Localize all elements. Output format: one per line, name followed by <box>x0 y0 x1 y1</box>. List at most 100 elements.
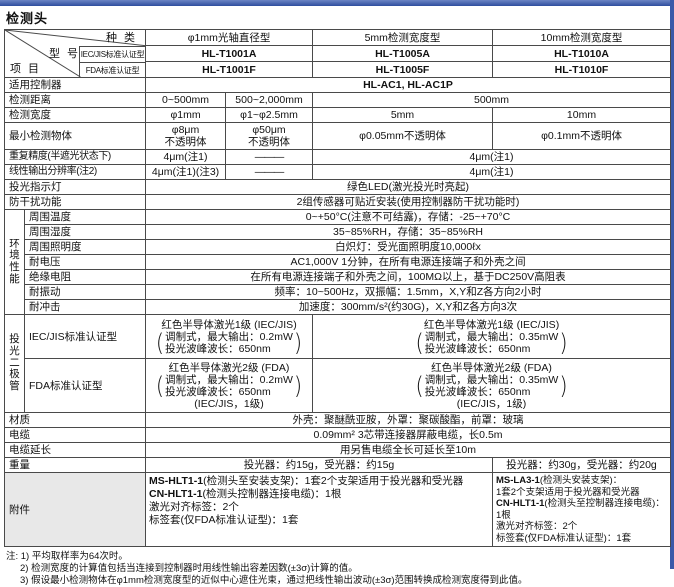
footnotes: 注: 1) 平均取样率为64次时。 2) 检测宽度的计算值包括当连接到控制器时用… <box>6 551 668 587</box>
laser-iecjis-label: IEC/JIS标准认证型 <box>23 314 147 359</box>
accessory-line: 1套2个支架适用于投光器和受光器 <box>496 487 667 499</box>
env-insulation-label: 绝缘电阻 <box>23 269 147 285</box>
accessory-line: CN-HLT1-1(检测头控制器连接电缆)：1根 <box>149 488 489 501</box>
diagonal-lines <box>5 30 145 77</box>
laser-fda-cell1-suffix: (IEC/JIS，1级) <box>194 397 264 410</box>
env-shock-value: 加速度：300mm/s²(约30G)，X,Y和Z各方向3次 <box>145 299 672 315</box>
laser-fda-cell2: 红色半导体激光2级 (FDA) ( 调制式，最大输出：0.35mW 投光波峰波长… <box>312 358 672 413</box>
row-material: 材质 外壳：聚醚酰亚胺，外罩：聚碳酸酯，前罩：玻璃 <box>3 412 672 428</box>
laser-group-label: 投 光 二 极 管 <box>4 314 25 413</box>
row-emission-indicator: 投光指示灯 绿色LED(激光投光时亮起) <box>3 179 672 195</box>
model-fda-1: HL-T1001F <box>145 61 314 78</box>
laser-fda-cell2-line1: 红色半导体激光2级 (FDA) <box>431 361 552 374</box>
weight-value-12: 投光器：约15g，受光器：约15g <box>145 457 494 473</box>
accessory-line: 激光对齐标签：2个 <box>149 501 489 514</box>
linearity-value-2: ——— <box>225 164 314 180</box>
footnote-2: 2) 检测宽度的计算值包括当连接到控制器时用线性输出容差因数(±3σ)计算的值。 <box>20 563 358 574</box>
row-accessories: 附件 MS-HLT1-1(检测头至安装支架)：1套2个支架适用于投光器和受光器 … <box>3 472 672 547</box>
row-width-label: 检测宽度 <box>3 107 147 123</box>
laser-iecjis-cell2-paren: 调制式，最大输出：0.35mW 投光波峰波长：650nm <box>424 330 559 355</box>
interference-value: 2组传感器可贴近安装(使用控制器防干扰功能时) <box>145 194 672 210</box>
accessory-text: (检测头控制器连接电缆)：1根 <box>202 488 342 500</box>
min-object-value-4: φ0.1mm不透明体 <box>492 122 672 150</box>
env-insulation-value: 在所有电源连接端子和外壳之间，100MΩ以上，基于DC250V高阻表 <box>145 269 672 285</box>
row-env-humidity: 周围湿度 35~85%RH，存储：35~85%RH <box>5 224 672 240</box>
row-controller: 适用控制器 HL-AC1, HL-AC1P <box>3 77 672 93</box>
laser-iecjis-cell2: 红色半导体激光1级 (IEC/JIS) ( 调制式，最大输出：0.35mW 投光… <box>312 314 672 359</box>
row-cable: 电缆 0.09mm² 3芯带连接器屏蔽电缆，长0.5m <box>3 427 672 443</box>
linearity-value-1: 4μm(注1)(注3) <box>145 164 227 180</box>
row-weight-label: 重量 <box>3 457 147 473</box>
env-humidity-label: 周围湿度 <box>23 224 147 240</box>
linearity-value-34: 4μm(注1) <box>312 164 672 180</box>
accessory-text: 1套2个支架适用于投光器和受光器 <box>496 486 640 498</box>
header-row-kind: 种 类 型 号 项 目 IEC/JIS标准认证型 FDA标准认证型 φ1mm光轴… <box>3 29 672 78</box>
model-fda-2: HL-T1005F <box>312 61 494 78</box>
row-distance: 检测距离 0~500mm 500~2,000mm 500mm <box>3 92 672 108</box>
model-iecjis-3: HL-T1010A <box>492 45 672 62</box>
width-value-4: 10mm <box>492 107 672 123</box>
env-illuminance-label: 周围照明度 <box>23 239 147 255</box>
page-content: 检测头 种 类 型 号 项 目 IEC/JIS标准认证型 FDA标准认证型 φ1… <box>3 8 672 587</box>
accessory-text: (检测头至控制器连接电缆)：1根 <box>496 498 665 521</box>
top-accent-bar <box>0 0 674 6</box>
width-value-2: φ1~φ2.5mm <box>225 107 314 123</box>
paren-open-glyph: ( <box>155 371 165 400</box>
laser-fda-cell1-paren: 调制式，最大输出：0.2mW 投光波峰波长：650nm <box>165 373 293 398</box>
min-object-value-3: φ0.05mm不透明体 <box>312 122 494 150</box>
paren-close-glyph: ) <box>559 371 568 400</box>
accessory-line: MS-LA3-1(检测头安装支架)： <box>496 475 667 487</box>
row-min-object: 最小检测物体 φ8μm 不透明体 φ50μm 不透明体 φ0.05mm不透明体 … <box>3 122 672 150</box>
row-repeatability: 重复精度(半遮光状态下) 4μm(注1) ——— 4μm(注1) <box>3 149 672 165</box>
model-iecjis-2: HL-T1005A <box>312 45 494 62</box>
env-temperature-value: 0~+50°C(注意不可结露)，存储：-25~+70°C <box>145 209 672 225</box>
row-laser-fda: FDA标准认证型 红色半导体激光2级 (FDA) ( 调制式，最大输出：0.2m… <box>5 358 672 413</box>
env-vibration-label: 耐振动 <box>23 284 147 300</box>
row-env-vibration: 耐振动 频率：10~500Hz，双振幅：1.5mm，X,Y和Z各方向2小时 <box>5 284 672 300</box>
column-header-phi1mm: φ1mm光轴直径型 <box>145 29 314 46</box>
accessory-model-name: CN-HLT1-1 <box>496 498 545 509</box>
row-env-shock: 耐冲击 加速度：300mm/s²(约30G)，X,Y和Z各方向3次 <box>5 299 672 315</box>
distance-value-2: 500~2,000mm <box>225 92 314 108</box>
paren-close-glyph: ) <box>559 328 568 357</box>
cert-fda-label: FDA标准认证型 <box>79 62 145 77</box>
row-accessories-label: 附件 <box>3 472 147 547</box>
column-header-10mm: 10mm检测宽度型 <box>492 29 672 46</box>
row-env-voltage: 耐电压 AC1,000V 1分钟，在所有电源连接端子和外壳之间 <box>5 254 672 270</box>
row-weight: 重量 投光器：约15g，受光器：约15g 投光器：约30g，受光器：约20g <box>3 457 672 473</box>
accessory-text: (检测头至安装支架)：1套2个支架适用于投光器和受光器 <box>203 475 464 487</box>
repeatability-value-2: ——— <box>225 149 314 165</box>
corner-kind-label: 种 类 <box>105 32 138 44</box>
row-linearity: 线性输出分辨率(注2) 4μm(注1)(注3) ——— 4μm(注1) <box>3 164 672 180</box>
row-distance-label: 检测距离 <box>3 92 147 108</box>
row-laser-iecjis: 投 光 二 极 管 IEC/JIS标准认证型 红色半导体激光1级 (IEC/JI… <box>4 314 672 413</box>
row-cable-label: 电缆 <box>3 427 147 443</box>
paren-open-glyph: ( <box>415 371 424 400</box>
row-linearity-label: 线性输出分辨率(注2) <box>3 164 147 180</box>
row-interference-label: 防干扰功能 <box>3 194 147 210</box>
env-temperature-label: 周围温度 <box>23 209 147 225</box>
laser-fda-cell1-line1: 红色半导体激光2级 (FDA) <box>168 361 290 374</box>
laser-fda-cell1: 红色半导体激光2级 (FDA) ( 调制式，最大输出：0.2mW 投光波峰波长：… <box>145 358 314 413</box>
row-controller-value: HL-AC1, HL-AC1P <box>145 77 672 93</box>
accessories-left-cell: MS-HLT1-1(检测头至安装支架)：1套2个支架适用于投光器和受光器 CN-… <box>145 472 494 547</box>
env-voltage-value: AC1,000V 1分钟，在所有电源连接端子和外壳之间 <box>145 254 672 270</box>
accessory-text: 标签套(仅FDA标准认证型)：1套 <box>149 514 299 526</box>
row-min-object-label: 最小检测物体 <box>3 122 147 150</box>
accessory-text: 激光对齐标签：2个 <box>496 521 578 532</box>
laser-fda-label: FDA标准认证型 <box>23 358 147 413</box>
corner-header-cell: 种 类 型 号 项 目 IEC/JIS标准认证型 FDA标准认证型 <box>3 29 147 78</box>
right-accent-bar <box>670 0 674 569</box>
env-humidity-value: 35~85%RH，存储：35~85%RH <box>145 224 672 240</box>
laser-iecjis-cell2-line1: 红色半导体激光1级 (IEC/JIS) <box>423 318 560 331</box>
accessory-line: 标签套(仅FDA标准认证型)：1套 <box>496 533 667 545</box>
cert-iecjis-label: IEC/JIS标准认证型 <box>79 46 145 63</box>
env-illuminance-value: 白炽灯：受光面照明度10,000ℓx <box>145 239 672 255</box>
distance-value-1: 0~500mm <box>145 92 227 108</box>
cable-value: 0.09mm² 3芯带连接器屏蔽电缆，长0.5m <box>145 427 672 443</box>
laser-iecjis-cell1-line1: 红色半导体激光1级 (IEC/JIS) <box>161 318 297 331</box>
accessory-model-name: MS-LA3-1 <box>496 475 540 486</box>
model-fda-3: HL-T1010F <box>492 61 672 78</box>
accessory-model-name: CN-HLT1-1 <box>149 488 203 500</box>
accessory-line: MS-HLT1-1(检测头至安装支架)：1套2个支架适用于投光器和受光器 <box>149 475 489 488</box>
